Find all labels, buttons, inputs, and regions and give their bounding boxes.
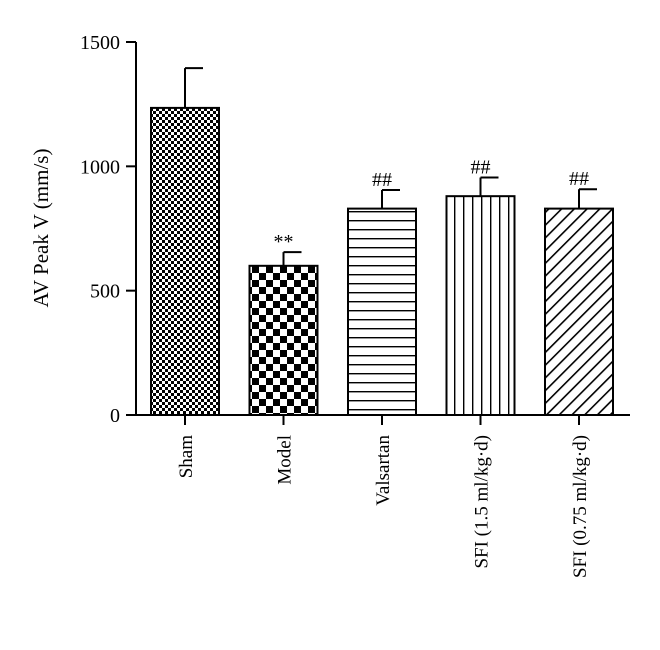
y-tick-label: 500 — [90, 281, 120, 303]
bar — [248, 264, 319, 416]
x-tick-label: Model — [275, 435, 296, 485]
bar — [150, 106, 220, 416]
y-tick-label: 1000 — [80, 156, 120, 178]
y-axis: 0 500 1000 1500 — [80, 32, 137, 427]
x-tick-label: Sham — [176, 435, 197, 479]
bar-group: ## — [544, 168, 614, 416]
x-tick-label: SFI (1.5 ml/kg·d) — [472, 435, 493, 569]
y-tick-label: 1500 — [80, 32, 120, 54]
significance-label: ## — [471, 157, 491, 179]
x-tick-label: Valsartan — [373, 435, 394, 506]
bar — [445, 195, 516, 416]
bar-group: ## — [445, 157, 516, 416]
bars: ** ## ## ## — [150, 67, 614, 416]
y-tick-label: 0 — [110, 405, 120, 427]
significance-label: ## — [569, 168, 589, 190]
bar — [544, 207, 614, 416]
significance-label: ## — [372, 169, 392, 191]
significance-label: ** — [274, 231, 294, 253]
x-axis: Sham Model Valsartan SFI (1.5 ml/kg·d) SFI (… — [136, 414, 630, 578]
bar-group: ** — [248, 231, 319, 416]
x-tick-label: SFI (0.75 ml/kg·d) — [570, 435, 591, 578]
bar — [347, 207, 417, 416]
y-axis-title: AV Peak V (mm/s) — [29, 149, 53, 308]
bar-group — [150, 67, 220, 416]
bar-group: ## — [347, 169, 417, 416]
